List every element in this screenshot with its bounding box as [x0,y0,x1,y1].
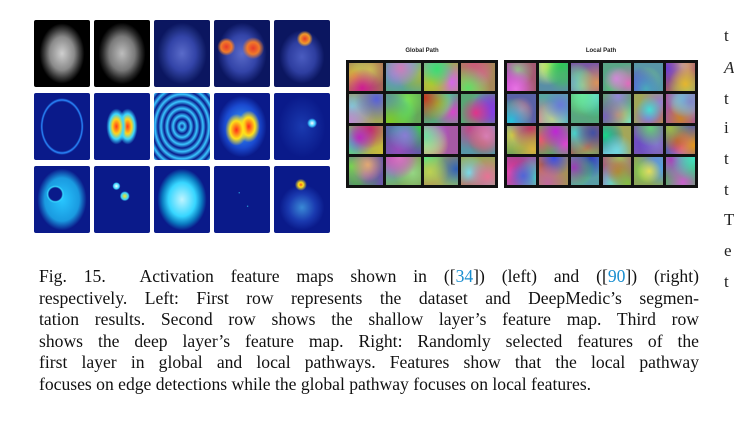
edge-letter: t [724,149,729,168]
local-filter-patch [666,63,695,92]
caption-line-2: respectively. Left: First row represents… [39,287,699,308]
brain-mri-tile-r1c1 [34,20,90,87]
global-filter-patch [386,125,421,154]
global-filter-patch [386,63,421,92]
edge-letter: e [724,241,732,260]
caption-line-1: Fig. 15. Activation feature maps shown i… [39,266,699,286]
global-path-title: Global Path [405,48,439,54]
global-filter-patch [386,156,421,185]
deep-feature-tile-r3c2 [94,166,150,233]
figure-caption: Fig. 15. Activation feature maps shown i… [39,266,699,396]
local-path-filter-grid [504,60,698,188]
left-feature-map-figure [34,20,332,238]
citation-link-34[interactable]: 34 [455,266,474,286]
local-filter-patch [634,94,664,123]
brain-mri-tile-r1c3 [154,20,210,87]
shallow-feature-tile-r2c1 [34,93,90,160]
local-filter-patch [666,94,695,123]
local-filter-patch [602,125,632,154]
caption-line-4: shows the deep layer’s feature map. Righ… [39,330,699,351]
deep-feature-tile-r3c5 [274,166,330,233]
adjacent-column-fragment: t A t i t t T e t [722,0,734,422]
global-filter-patch [349,63,384,92]
local-filter-patch [538,94,568,123]
figure-label: Fig. 15. [39,266,106,286]
local-filter-patch [602,94,632,123]
brain-mri-tile-r1c2 [94,20,150,87]
global-path-filter-grid [346,60,498,188]
local-path-title: Local Path [585,48,617,54]
edge-letter: t [724,272,729,291]
brain-segmentation-tile-r1c4 [214,20,270,87]
local-filter-patch [634,125,664,154]
global-filter-patch [386,94,421,123]
global-filter-patch [460,125,495,154]
global-filter-patch [423,63,458,92]
right-feature-filter-figure: Global Path Local Path [346,48,698,188]
brain-segmentation-tile-r1c5 [274,20,330,87]
local-filter-patch [634,63,664,92]
caption-line-5: first layer in global and local pathways… [39,352,699,373]
edge-letter: A [724,58,734,77]
deep-feature-tile-r3c1 [34,166,90,233]
global-filter-patch [460,63,495,92]
caption-line-6: focuses on edge detections while the glo… [39,373,592,394]
global-filter-patch [460,94,495,123]
shallow-feature-tile-r2c5 [274,93,330,160]
local-filter-patch [570,94,600,123]
local-filter-patch [666,125,695,154]
global-filter-patch [349,125,384,154]
global-filter-patch [423,94,458,123]
global-filter-patch [423,156,458,185]
edge-letter: t [724,89,729,108]
citation-link-90[interactable]: 90 [607,266,626,286]
local-filter-patch [507,63,536,92]
shallow-feature-tile-r2c2 [94,93,150,160]
deep-feature-tile-r3c3 [154,166,210,233]
local-filter-patch [666,156,695,185]
edge-letter: T [724,210,734,229]
local-filter-patch [570,156,600,185]
local-filter-patch [507,125,536,154]
global-filter-patch [349,94,384,123]
global-filter-patch [423,125,458,154]
shallow-feature-tile-r2c4 [214,93,270,160]
edge-letter: i [724,118,729,137]
local-filter-patch [570,125,600,154]
local-filter-patch [507,94,536,123]
shallow-feature-tile-r2c3 [154,93,210,160]
local-filter-patch [507,156,536,185]
caption-line-3: tation results. Second row shows the sha… [39,309,699,330]
edge-letter: t [724,26,729,45]
local-filter-patch [602,63,632,92]
local-filter-patch [538,156,568,185]
local-filter-patch [634,156,664,185]
deep-feature-tile-r3c4 [214,166,270,233]
global-filter-patch [460,156,495,185]
local-filter-patch [538,125,568,154]
local-filter-patch [538,63,568,92]
edge-letter: t [724,180,729,199]
local-filter-patch [602,156,632,185]
global-filter-patch [349,156,384,185]
local-filter-patch [570,63,600,92]
